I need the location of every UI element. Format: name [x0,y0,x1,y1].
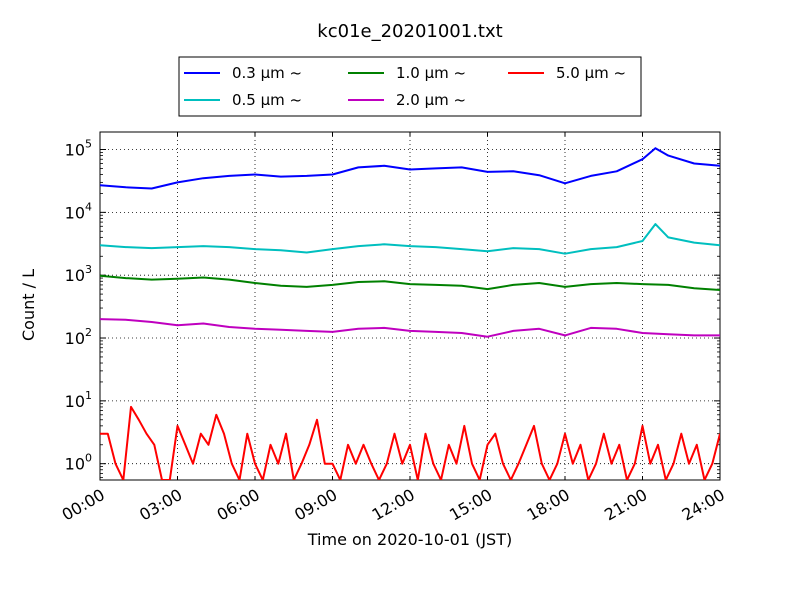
series-line [100,318,720,338]
y-axis-label: Count / L [19,269,38,341]
series-line [100,147,720,190]
x-tick-label: 00:00 [59,485,108,525]
y-tick-label: 102 [65,326,92,348]
x-tick-label: 21:00 [601,485,650,525]
y-tick-label: 101 [65,389,92,411]
x-tick-label: 18:00 [524,485,573,525]
legend-label: 5.0 μm ~ [556,64,626,82]
x-tick-label: 12:00 [369,485,418,525]
legend-label: 2.0 μm ~ [396,91,466,109]
series-group [100,147,720,480]
x-axis-label: Time on 2020-10-01 (JST) [307,530,512,549]
y-tick-label: 100 [65,452,92,474]
series-line [100,274,720,291]
legend-label: 1.0 μm ~ [396,64,466,82]
x-tick-label: 09:00 [291,485,340,525]
legend-label: 0.5 μm ~ [232,91,302,109]
legend-box [178,56,642,117]
legend: 0.3 μm ~ 0.5 μm ~ 1.0 μm ~ 2.0 μm ~ 5.0 μm ~ [178,56,642,117]
x-tick-label: 24:00 [679,485,728,525]
x-tick-label: 03:00 [136,485,185,525]
y-tick-label: 103 [65,263,92,285]
y-tick-label: 105 [65,138,92,160]
series-line [100,405,720,480]
x-tick-label: 15:00 [446,485,495,525]
chart-title: kc01e_20201001.txt [317,21,502,42]
legend-label: 0.3 μm ~ [232,64,302,82]
series-line [100,223,720,255]
y-tick-label: 104 [65,200,92,222]
grid [100,132,720,480]
x-tick-label: 06:00 [214,485,263,525]
